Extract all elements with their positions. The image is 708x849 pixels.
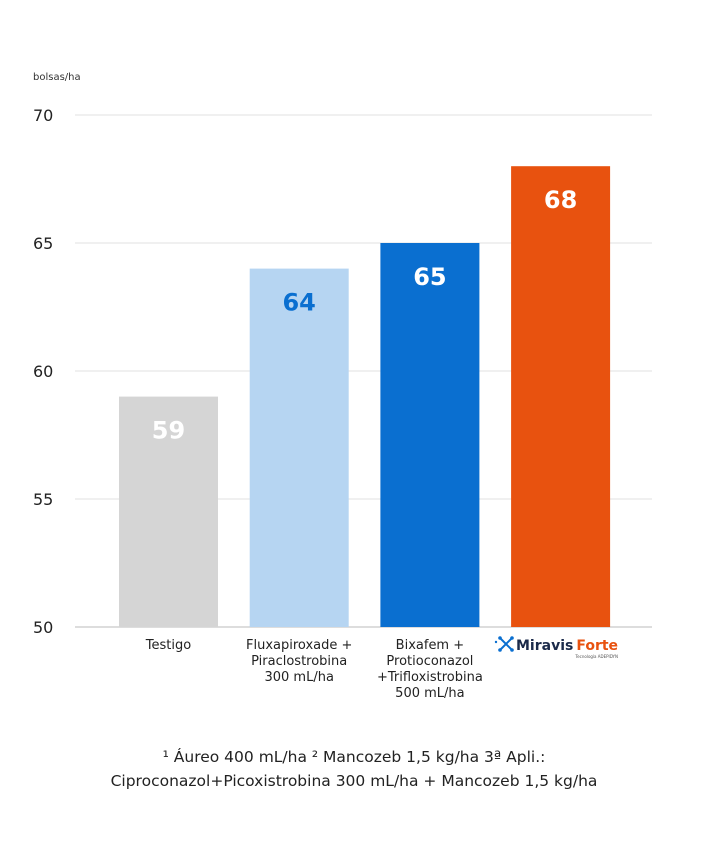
category-label: +Trifloxistrobina bbox=[377, 670, 483, 685]
value-label: 59 bbox=[152, 417, 185, 445]
footnote-line-2: Ciproconazol+Picoxistrobina 300 mL/ha + … bbox=[110, 772, 598, 790]
logo-brand-b: Forte bbox=[576, 638, 618, 654]
bar bbox=[380, 243, 480, 627]
logo-brand-a: Miravis bbox=[516, 638, 573, 654]
bar bbox=[249, 268, 349, 627]
y-tick-label: 55 bbox=[33, 490, 53, 509]
y-tick-label: 70 bbox=[33, 106, 53, 125]
y-tick-label: 50 bbox=[33, 618, 53, 637]
footnote-line-1: ¹ Áureo 400 mL/ha ² Mancozeb 1,5 kg/ha 3… bbox=[162, 748, 546, 766]
bar bbox=[511, 166, 611, 627]
y-ticks: 50 55 60 65 70 bbox=[33, 106, 53, 637]
category-label: Testigo bbox=[145, 638, 191, 653]
logo-tagline: Tecnología ADEPIDYN bbox=[574, 654, 618, 659]
value-label: 68 bbox=[544, 186, 577, 214]
miravis-forte-logo: Miravis Forte Tecnología ADEPIDYN bbox=[494, 636, 618, 659]
bar bbox=[119, 396, 218, 627]
bars bbox=[119, 166, 611, 627]
value-labels: 59 64 65 68 bbox=[152, 186, 578, 444]
molecule-icon bbox=[494, 636, 514, 652]
category-label: Bixafem + bbox=[396, 638, 464, 653]
y-axis-label: bolsas/ha bbox=[33, 72, 81, 83]
category-label: Piraclostrobina bbox=[251, 654, 347, 669]
category-label: Fluxapiroxade + bbox=[246, 638, 352, 653]
category-label: Protioconazol bbox=[386, 654, 473, 669]
y-tick-label: 60 bbox=[33, 362, 53, 381]
category-label: 300 mL/ha bbox=[264, 670, 333, 685]
y-tick-label: 65 bbox=[33, 234, 53, 253]
value-label: 64 bbox=[282, 289, 315, 317]
bar-chart: bolsas/ha 50 55 60 65 70 59 64 65 68 Testigo Flu… bbox=[33, 72, 652, 701]
footnote: ¹ Áureo 400 mL/ha ² Mancozeb 1,5 kg/ha 3… bbox=[0, 745, 708, 793]
value-label: 65 bbox=[413, 263, 446, 291]
category-label: 500 mL/ha bbox=[395, 686, 464, 701]
category-labels: Testigo Fluxapiroxade +Piraclostrobina300… bbox=[145, 638, 483, 701]
